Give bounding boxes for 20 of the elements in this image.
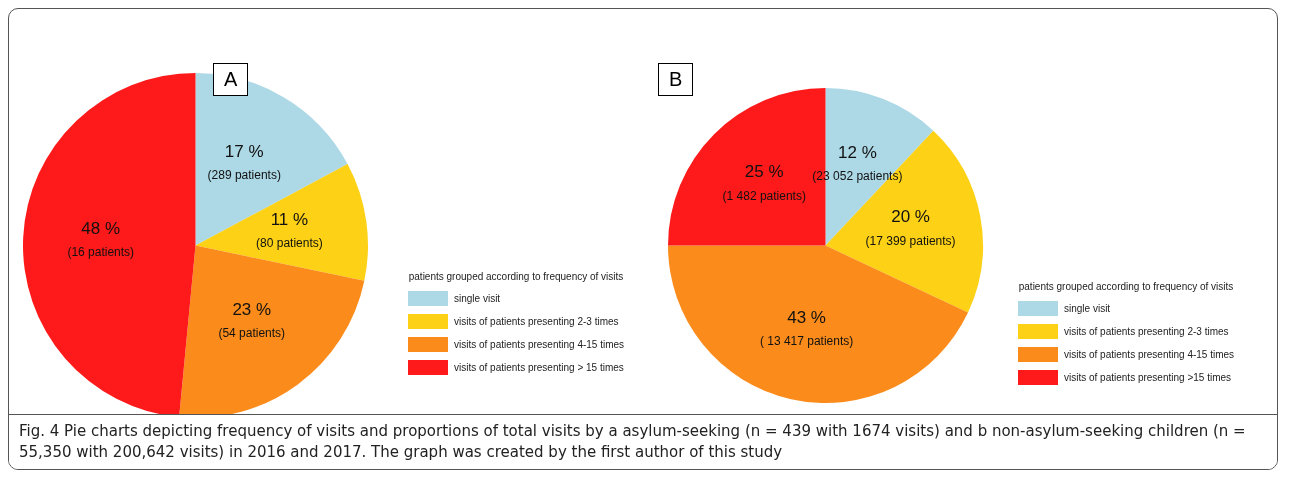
chart-title: A bbox=[213, 63, 249, 96]
legend-label: visits of patients presenting 4-15 times bbox=[454, 338, 625, 352]
legend-title: patients grouped according to frequency of visits bbox=[1018, 281, 1235, 292]
data-label: 25 % (1 482 patients) bbox=[722, 161, 806, 203]
legend-label: visits of patients presenting 2-3 times bbox=[454, 315, 619, 329]
data-label: 17 % (289 patients) bbox=[207, 141, 281, 183]
caption: Fig. 4 Pie charts depicting frequency of visits and proportions of total visits by a asylum-seeking (n = 439 with 1674 visits) and b non-asylum-seeking children (n = 55,350 with 200,642 visits) in 2016 and 2017. The graph was created by the first author of this study bbox=[19, 421, 1247, 463]
legend-label: single visit bbox=[1064, 302, 1111, 316]
legend-label: visits of patients presenting 2-3 times bbox=[1064, 325, 1229, 339]
legend-label: visits of patients presenting 4-15 times bbox=[1064, 348, 1235, 362]
legend-label: visits of patients presenting >15 times bbox=[1064, 371, 1232, 385]
data-label: 20 % (17 399 patients) bbox=[865, 206, 956, 248]
data-label: 43 % ( 13 417 patients) bbox=[759, 307, 854, 349]
data-label: 48 % (16 patients) bbox=[67, 218, 135, 260]
data-label: 23 % (54 patients) bbox=[218, 299, 286, 341]
legend-label: single visit bbox=[454, 292, 501, 306]
chart-title: B bbox=[658, 63, 694, 96]
legend-title: patients grouped according to frequency of visits bbox=[408, 271, 625, 282]
legend-label: visits of patients presenting > 15 times bbox=[454, 361, 624, 375]
data-label: 11 % (80 patients) bbox=[256, 209, 323, 251]
